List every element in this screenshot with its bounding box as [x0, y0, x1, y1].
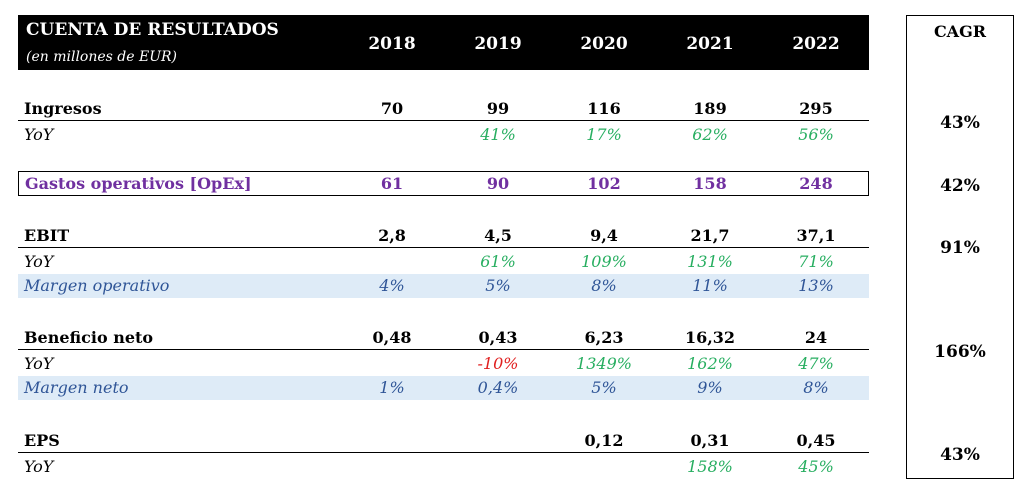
table-subtitle: (en millones de EUR)	[26, 49, 178, 65]
table-cell: 41%	[480, 125, 516, 144]
table-cell: 13%	[798, 276, 834, 295]
row-margen-operativo: Margen operativo 4% 5% 8% 11% 13%	[18, 274, 869, 298]
table-cell: 0,31	[690, 431, 730, 450]
table-cell: 0,45	[796, 431, 836, 450]
row-ebit: EBIT 2,8 4,5 9,4 21,7 37,1	[18, 224, 869, 248]
table-cell: 17%	[586, 125, 622, 144]
table-cell: 4,5	[484, 226, 512, 245]
table-cell: 0,43	[478, 328, 518, 347]
table-cell: 295	[799, 99, 833, 118]
year-header: 2019	[474, 34, 522, 54]
row-label: Gastos operativos [OpEx]	[25, 174, 252, 193]
table-cell: 162%	[687, 354, 733, 373]
table-cell: 90	[486, 174, 510, 193]
table-cell: 4%	[379, 276, 405, 295]
table-cell: 11%	[692, 276, 728, 295]
table-cell: 131%	[687, 252, 733, 271]
table-cell: 70	[380, 99, 404, 118]
table-cell: 102	[587, 174, 621, 193]
table-cell: 0,48	[372, 328, 412, 347]
year-header: 2018	[368, 34, 416, 54]
row-ingresos: Ingresos 70 99 116 189 295	[18, 97, 869, 121]
year-header: 2022	[792, 34, 840, 54]
table-cell: 21,7	[690, 226, 730, 245]
row-label: YoY	[24, 457, 54, 476]
table-cell: 0,4%	[477, 378, 519, 397]
table-cell: 158	[693, 174, 727, 193]
row-label: EBIT	[24, 226, 70, 245]
cagr-value: 91%	[940, 238, 980, 258]
table-cell: 248	[799, 174, 833, 193]
table-cell: 61%	[480, 252, 516, 271]
row-label: Beneficio neto	[24, 328, 154, 347]
table-cell: 62%	[692, 125, 728, 144]
cagr-column: CAGR 43% 42% 91% 166% 43%	[906, 15, 1014, 479]
row-label: YoY	[24, 354, 54, 373]
table-cell: 0,12	[584, 431, 624, 450]
table-cell: 189	[693, 99, 727, 118]
cagr-title: CAGR	[933, 22, 987, 41]
table-cell: 37,1	[796, 226, 836, 245]
table-cell: 5%	[485, 276, 511, 295]
row-label: Margen neto	[24, 378, 129, 397]
table-cell: 5%	[591, 378, 617, 397]
table-cell: 116	[587, 99, 621, 118]
row-ingresos-yoy: YoY 41% 17% 62% 56%	[18, 123, 869, 146]
row-margen-neto: Margen neto 1% 0,4% 5% 9% 8%	[18, 376, 869, 400]
table-cell: 158%	[687, 457, 733, 476]
table-cell: 9,4	[590, 226, 618, 245]
table-cell: 47%	[798, 354, 834, 373]
table-cell: 99	[486, 99, 510, 118]
row-beneficio-neto: Beneficio neto 0,48 0,43 6,23 16,32 24	[18, 326, 869, 350]
cagr-value: 42%	[940, 176, 980, 196]
table-cell: 109%	[581, 252, 627, 271]
table-cell: 8%	[591, 276, 617, 295]
row-label: YoY	[24, 252, 54, 271]
row-eps: EPS 0,12 0,31 0,45	[18, 429, 869, 453]
row-label: Ingresos	[24, 99, 102, 118]
cagr-value: 43%	[940, 113, 980, 133]
table-cell: 45%	[798, 457, 834, 476]
cagr-value: 43%	[940, 445, 980, 465]
table-cell: 9%	[697, 378, 723, 397]
table-header: CUENTA DE RESULTADOS (en millones de EUR…	[18, 15, 869, 70]
table-cell: 61	[380, 174, 404, 193]
table-cell: 56%	[798, 125, 834, 144]
row-label: EPS	[24, 431, 60, 450]
table-cell: -10%	[477, 354, 519, 373]
row-eps-yoy: YoY 158% 45%	[18, 455, 869, 478]
year-header: 2021	[686, 34, 734, 54]
year-header: 2020	[580, 34, 628, 54]
row-ebit-yoy: YoY 61% 109% 131% 71%	[18, 250, 869, 273]
table-cell: 2,8	[378, 226, 406, 245]
table-cell: 16,32	[684, 328, 736, 347]
row-beneficio-yoy: YoY -10% 1349% 162% 47%	[18, 352, 869, 375]
row-label: YoY	[24, 125, 54, 144]
cagr-value: 166%	[934, 342, 986, 362]
table-title: CUENTA DE RESULTADOS	[26, 20, 279, 40]
row-opex: Gastos operativos [OpEx] 61 90 102 158 2…	[18, 171, 869, 196]
table-cell: 1%	[379, 378, 405, 397]
row-label: Margen operativo	[24, 276, 170, 295]
table-cell: 24	[804, 328, 828, 347]
table-cell: 1349%	[576, 354, 632, 373]
table-cell: 8%	[803, 378, 829, 397]
table-cell: 6,23	[584, 328, 624, 347]
table-cell: 71%	[798, 252, 834, 271]
